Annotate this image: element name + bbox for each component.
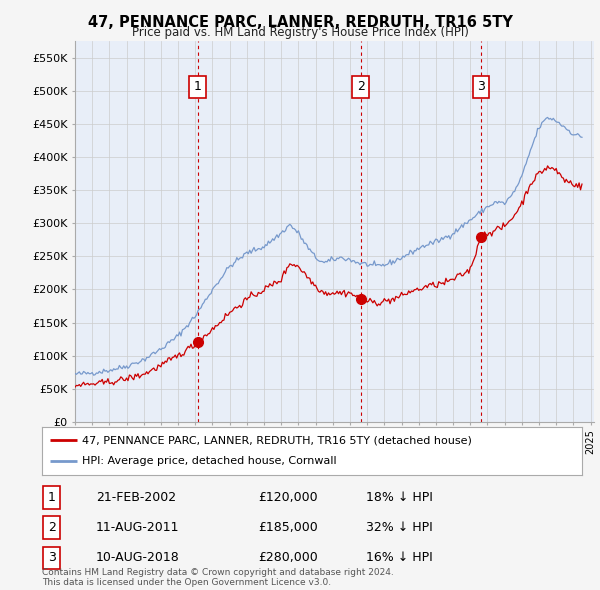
Text: 47, PENNANCE PARC, LANNER, REDRUTH, TR16 5TY (detached house): 47, PENNANCE PARC, LANNER, REDRUTH, TR16… (83, 435, 472, 445)
Text: 10-AUG-2018: 10-AUG-2018 (96, 551, 180, 564)
Text: 47, PENNANCE PARC, LANNER, REDRUTH, TR16 5TY: 47, PENNANCE PARC, LANNER, REDRUTH, TR16… (88, 15, 512, 30)
Text: £120,000: £120,000 (258, 491, 317, 504)
Text: £280,000: £280,000 (258, 551, 318, 564)
Text: 3: 3 (48, 551, 56, 564)
Text: 16% ↓ HPI: 16% ↓ HPI (366, 551, 433, 564)
Text: 3: 3 (477, 80, 485, 93)
Text: Price paid vs. HM Land Registry's House Price Index (HPI): Price paid vs. HM Land Registry's House … (131, 26, 469, 39)
Text: £185,000: £185,000 (258, 521, 318, 534)
Text: Contains HM Land Registry data © Crown copyright and database right 2024.
This d: Contains HM Land Registry data © Crown c… (42, 568, 394, 587)
Text: 2: 2 (48, 521, 56, 534)
Text: 32% ↓ HPI: 32% ↓ HPI (366, 521, 433, 534)
Text: 1: 1 (48, 491, 56, 504)
Text: 11-AUG-2011: 11-AUG-2011 (96, 521, 179, 534)
Text: 18% ↓ HPI: 18% ↓ HPI (366, 491, 433, 504)
Text: 2: 2 (356, 80, 365, 93)
Text: 21-FEB-2002: 21-FEB-2002 (96, 491, 176, 504)
Text: 1: 1 (194, 80, 202, 93)
Text: HPI: Average price, detached house, Cornwall: HPI: Average price, detached house, Corn… (83, 457, 337, 467)
